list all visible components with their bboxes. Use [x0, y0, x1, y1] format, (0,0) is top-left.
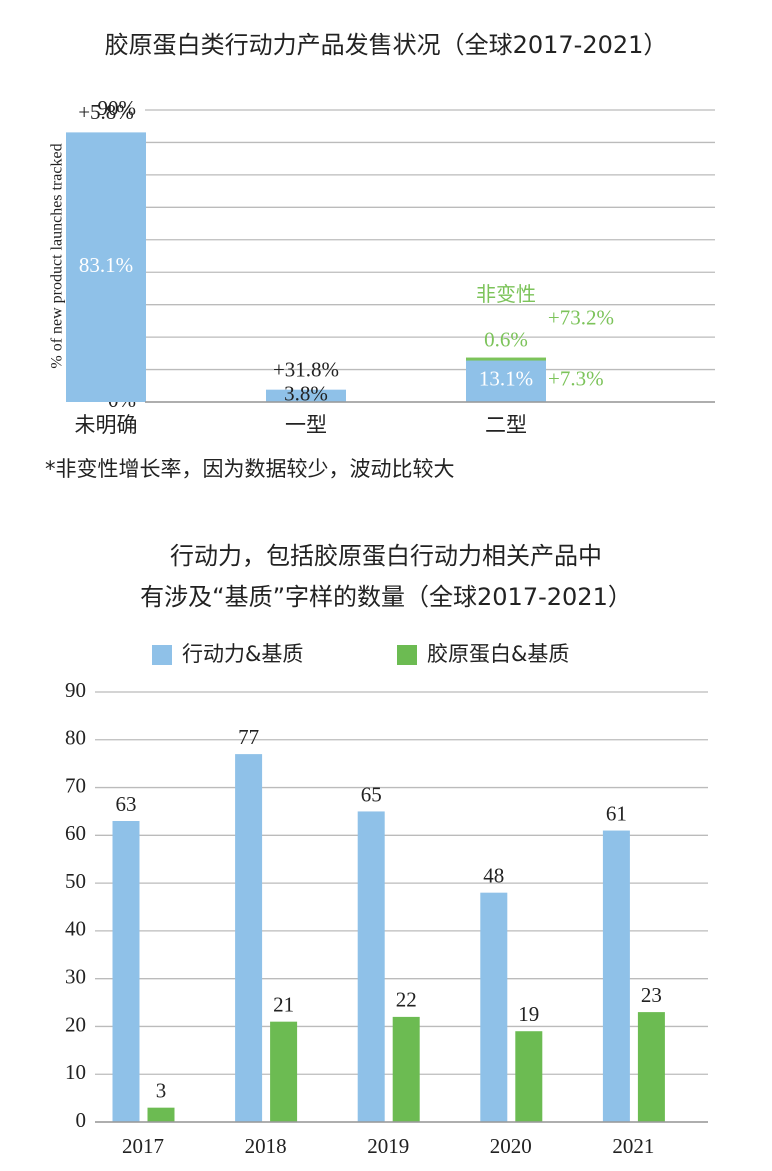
chart-title: 有涉及“基质”字样的数量（全球2017-2021） [140, 583, 632, 611]
bar [602, 830, 630, 1122]
y-tick-label: 50 [65, 869, 86, 893]
y-tick-label: 0 [76, 1108, 87, 1132]
bar [515, 1031, 543, 1122]
growth-label: +31.8% [273, 357, 339, 381]
y-tick-label: 30 [65, 964, 86, 988]
x-tick-label: 2019 [367, 1134, 409, 1158]
value-label: 48 [483, 863, 504, 887]
y-tick-label: 10 [65, 1060, 86, 1084]
x-tick-label: 二型 [485, 413, 527, 437]
x-tick-label: 2018 [245, 1134, 287, 1158]
x-tick-label: 2017 [122, 1134, 164, 1158]
bar [392, 1016, 420, 1122]
growth-label: +5.8% [78, 100, 134, 124]
bar [235, 754, 263, 1122]
bar [270, 1021, 298, 1122]
bar [147, 1107, 175, 1122]
legend-label: 胶原蛋白&基质 [427, 642, 569, 666]
y-tick-label: 90 [65, 678, 86, 702]
x-tick-label: 2020 [490, 1134, 532, 1158]
y-tick-label: 40 [65, 917, 86, 941]
value-label: 61 [606, 801, 627, 825]
value-label: 0.6% [484, 327, 528, 351]
legend-swatch [397, 645, 417, 665]
y-tick-label: 70 [65, 773, 86, 797]
value-label: 22 [396, 988, 417, 1012]
growth-label: +7.3% [548, 367, 604, 391]
chart-title: 行动力，包括胶原蛋白行动力相关产品中 [170, 542, 602, 570]
bar [66, 132, 146, 403]
x-tick-label: 一型 [285, 413, 327, 437]
bar [466, 359, 546, 402]
footnote: *非变性增长率，因为数据较少，波动比较大 [45, 457, 455, 481]
series-label: 非变性 [476, 282, 536, 306]
bar [480, 892, 508, 1122]
value-label: 19 [518, 1002, 539, 1026]
value-label: 63 [116, 792, 137, 816]
value-label: 65 [361, 782, 382, 806]
y-tick-label: 60 [65, 821, 86, 845]
bar [637, 1012, 665, 1122]
chart-title: 胶原蛋白类行动力产品发售状况（全球2017-2021） [105, 31, 668, 59]
bar [357, 811, 385, 1122]
value-label: 13.1% [479, 367, 533, 391]
x-tick-label: 未明确 [75, 413, 138, 437]
value-label: 77 [238, 725, 259, 749]
bar [112, 821, 140, 1122]
growth-label: +73.2% [548, 305, 614, 329]
y-tick-label: 80 [65, 726, 86, 750]
y-axis-title: % of new product launches tracked [49, 143, 66, 368]
value-label: 83.1% [79, 253, 133, 277]
value-label: 21 [273, 992, 294, 1016]
y-tick-label: 20 [65, 1012, 86, 1036]
bar [466, 357, 546, 361]
legend-swatch [152, 645, 172, 665]
value-label: 3 [156, 1078, 167, 1102]
legend-label: 行动力&基质 [182, 642, 303, 666]
y-tick-label: 90% [98, 96, 137, 120]
x-tick-label: 2021 [612, 1134, 654, 1158]
value-label: 23 [641, 983, 662, 1007]
bar [266, 389, 346, 402]
